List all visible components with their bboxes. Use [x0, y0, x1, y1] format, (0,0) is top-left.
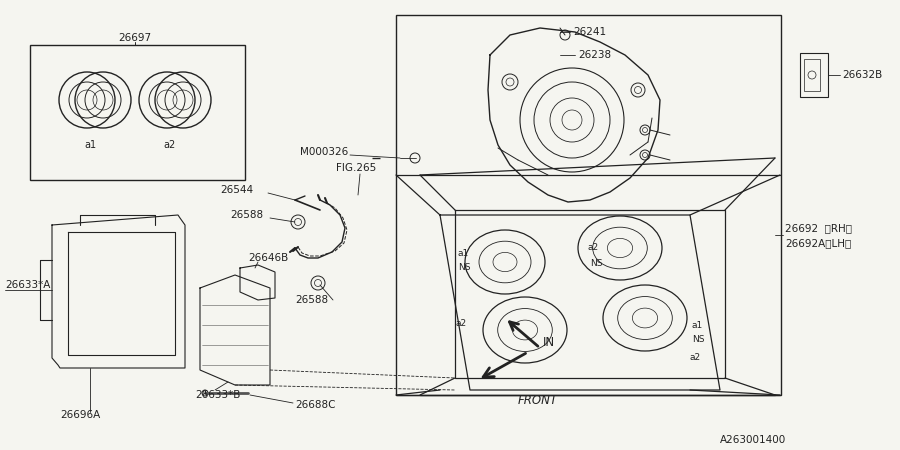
- Text: M000326: M000326: [300, 147, 348, 157]
- Text: 26692  〈RH〉: 26692 〈RH〉: [785, 223, 852, 233]
- Text: 26633*B: 26633*B: [195, 390, 240, 400]
- Text: 26696A: 26696A: [60, 410, 100, 420]
- Text: NS: NS: [692, 336, 705, 345]
- Text: 26588: 26588: [295, 295, 328, 305]
- Text: NS: NS: [458, 264, 471, 273]
- Text: a1: a1: [84, 140, 96, 150]
- Text: a2: a2: [690, 354, 701, 363]
- Text: FRONT: FRONT: [518, 393, 558, 406]
- Text: A263001400: A263001400: [720, 435, 787, 445]
- Text: 26692A〈LH〉: 26692A〈LH〉: [785, 238, 851, 248]
- Text: 26688C: 26688C: [295, 400, 336, 410]
- Text: a1: a1: [458, 248, 469, 257]
- Text: 26633*A: 26633*A: [5, 280, 50, 290]
- Text: 26588: 26588: [230, 210, 263, 220]
- Bar: [396, 15, 781, 395]
- Text: a2: a2: [455, 319, 466, 328]
- Text: 26241: 26241: [573, 27, 606, 37]
- Text: 26646B: 26646B: [248, 253, 288, 263]
- Text: 26544: 26544: [220, 185, 253, 195]
- Text: 26632B: 26632B: [842, 70, 882, 80]
- Text: a2: a2: [164, 140, 176, 150]
- Text: a2: a2: [587, 243, 599, 252]
- Text: IN: IN: [543, 336, 555, 348]
- Text: FIG.265: FIG.265: [336, 163, 376, 173]
- Bar: [804, 59, 820, 91]
- Bar: [30, 45, 245, 180]
- Bar: [800, 53, 828, 97]
- Text: 26697: 26697: [119, 33, 151, 43]
- Text: 26238: 26238: [578, 50, 611, 60]
- Text: NS: NS: [590, 258, 602, 267]
- Text: a1: a1: [692, 320, 703, 329]
